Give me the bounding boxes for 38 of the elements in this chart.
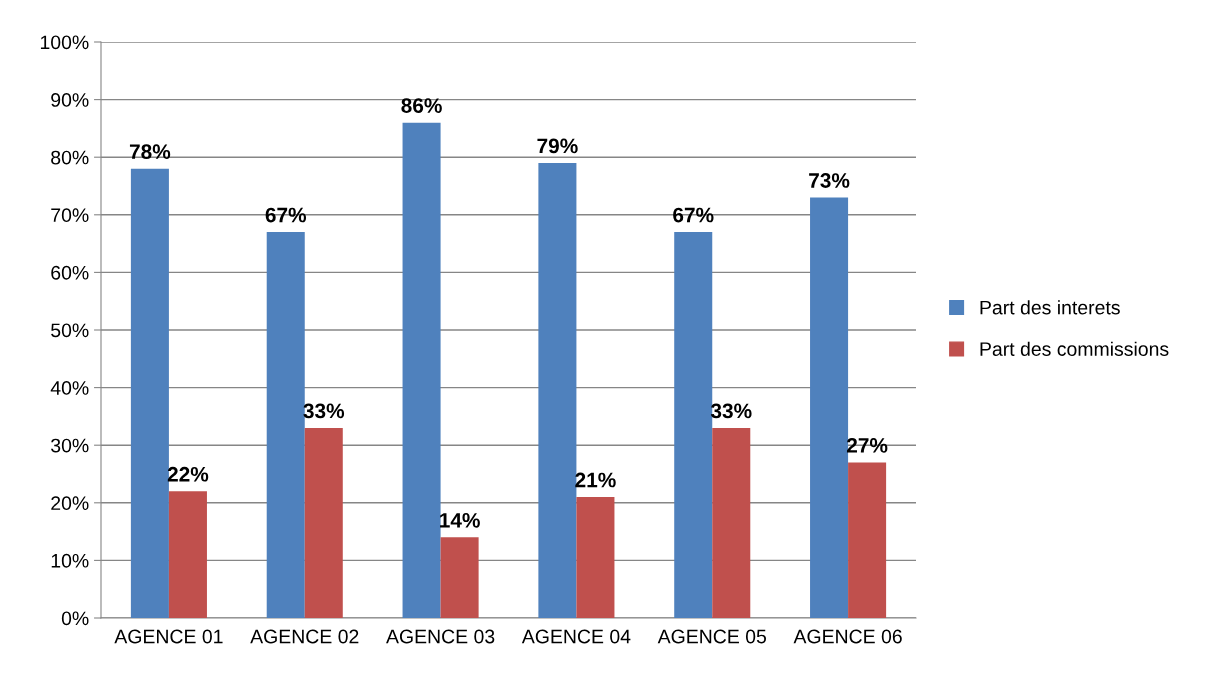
- y-tick-label: 80%: [51, 150, 89, 165]
- data-label: 67%: [265, 207, 307, 223]
- x-tick-label: AGENCE 04: [521, 629, 631, 644]
- y-tick-label: 20%: [51, 496, 89, 511]
- y-tick-label: 30%: [51, 438, 89, 453]
- data-label: 86%: [401, 98, 442, 113]
- data-label: 79%: [537, 138, 578, 154]
- data-label: 14%: [440, 512, 480, 528]
- x-tick-label: AGENCE 01: [114, 629, 223, 644]
- bar: [168, 491, 207, 618]
- bar: [538, 162, 577, 618]
- data-label: 73%: [809, 173, 850, 188]
- x-tick-label: AGENCE 03: [386, 629, 495, 644]
- data-label: 78%: [129, 144, 171, 160]
- x-tick-label: AGENCE 02: [250, 629, 359, 644]
- bar: [440, 537, 479, 618]
- x-tick-label: AGENCE 05: [657, 629, 767, 644]
- y-tick-label: 100%: [40, 35, 89, 50]
- bar: [130, 168, 169, 618]
- y-tick-label: 40%: [50, 381, 89, 395]
- bar: [402, 122, 441, 618]
- y-tick-label: 70%: [51, 208, 89, 223]
- bar: [712, 427, 751, 618]
- bar: [576, 497, 615, 618]
- data-label: 67%: [673, 207, 714, 223]
- bar: [266, 232, 305, 618]
- x-tick-label: AGENCE 06: [793, 629, 902, 644]
- bar: [848, 462, 887, 618]
- y-tick-label: 50%: [51, 323, 89, 338]
- legend-label: Part des interets: [980, 300, 1120, 315]
- bar: [810, 197, 849, 618]
- y-tick-label: 10%: [51, 553, 89, 568]
- y-tick-label: 60%: [51, 265, 89, 280]
- bar: [304, 427, 343, 618]
- y-tick-label: 90%: [51, 93, 89, 107]
- legend-label: Part des commissions: [980, 341, 1169, 356]
- y-tick-label: 0%: [61, 611, 89, 626]
- bar: [674, 232, 713, 618]
